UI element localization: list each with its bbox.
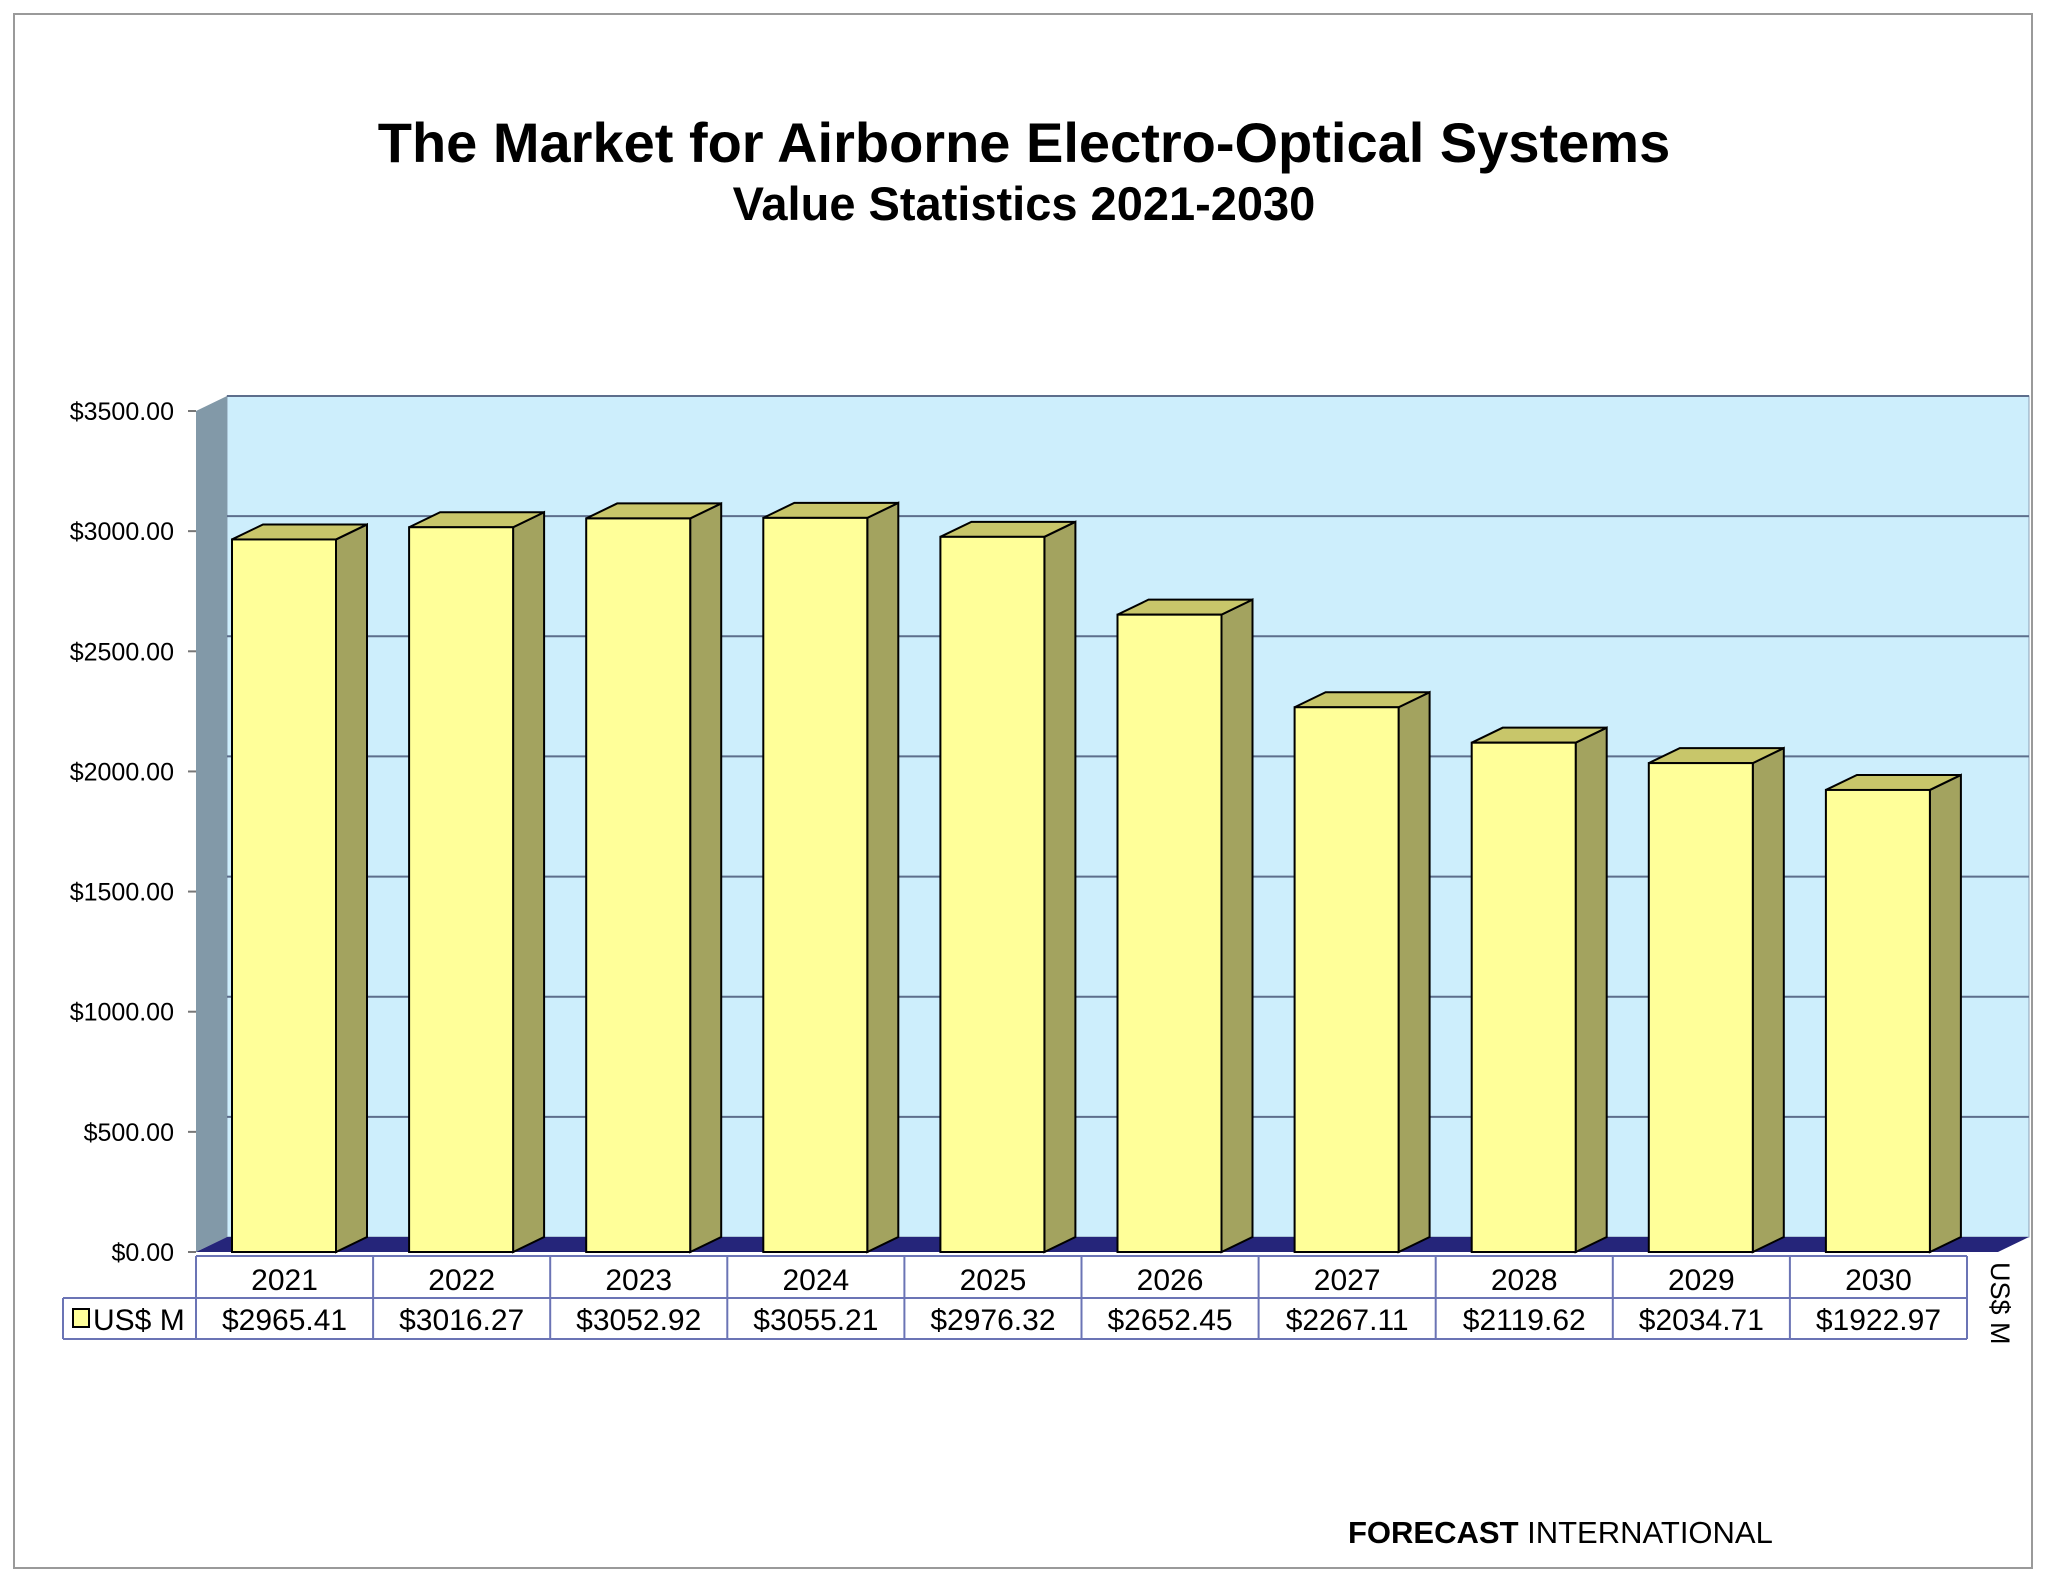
data-label: $2965.41 <box>222 1304 347 1337</box>
bar-2023 <box>585 517 692 1253</box>
x-tick-label: 2021 <box>251 1264 318 1297</box>
y-tick-label: $0.00 <box>111 1239 174 1267</box>
chart-subtitle: Value Statistics 2021-2030 <box>732 177 1316 230</box>
y-tick-label: $3000.00 <box>70 518 174 546</box>
bar-2030 <box>1824 788 1931 1254</box>
x-tick-label: 2025 <box>960 1264 1027 1297</box>
brand-bold: FORECAST <box>1348 1515 1519 1550</box>
data-label: $2976.32 <box>930 1304 1055 1337</box>
bar-side <box>689 501 723 1254</box>
bar-side <box>1220 598 1254 1254</box>
y-tick-label: $1500.00 <box>70 879 174 907</box>
data-label: $2267.11 <box>1286 1304 1409 1337</box>
data-label: $3016.27 <box>399 1304 524 1337</box>
y-tick-label: $2500.00 <box>70 638 174 666</box>
x-tick-label: 2028 <box>1491 1264 1558 1297</box>
bar-side <box>1928 773 1962 1254</box>
y-tick-label: $2000.00 <box>70 758 174 786</box>
bar-2025 <box>939 535 1046 1253</box>
y-tick-label: $3500.00 <box>70 398 174 426</box>
legend-swatch <box>72 1308 90 1328</box>
y-axis-label: US$ M <box>1985 1262 2015 1345</box>
plot-side-wall <box>196 396 227 1252</box>
x-tick-label: 2024 <box>782 1264 849 1297</box>
bar-2028 <box>1470 741 1577 1253</box>
bar-2027 <box>1293 706 1400 1253</box>
bar-side <box>335 522 368 1254</box>
bar-side <box>1574 726 1608 1254</box>
data-label: $3052.92 <box>576 1304 701 1337</box>
bar-side <box>866 501 900 1254</box>
bar-2022 <box>408 526 515 1253</box>
x-tick-label: 2023 <box>605 1264 672 1297</box>
bar-side <box>1397 690 1431 1254</box>
x-tick-label: 2027 <box>1314 1264 1381 1297</box>
data-label: $1922.97 <box>1816 1304 1941 1337</box>
bar-2024 <box>762 516 869 1253</box>
bar-2029 <box>1647 762 1754 1253</box>
x-tick-label: 2026 <box>1137 1264 1204 1297</box>
bar-2026 <box>1116 613 1223 1253</box>
legend-label: US$ M <box>93 1304 185 1337</box>
brand-rest: INTERNATIONAL <box>1527 1515 1773 1550</box>
x-tick-label: 2029 <box>1668 1264 1735 1297</box>
brand-logo: FORECAST INTERNATIONAL <box>1348 1515 1773 1551</box>
data-label: $2034.71 <box>1639 1304 1764 1337</box>
data-label: $2652.45 <box>1107 1304 1232 1337</box>
data-label: $3055.21 <box>753 1304 878 1337</box>
y-tick-label: $500.00 <box>84 1119 174 1147</box>
x-tick-label: 2030 <box>1845 1264 1912 1297</box>
chart-title: The Market for Airborne Electro-Optical … <box>377 111 1671 174</box>
x-tick-label: 2022 <box>428 1264 495 1297</box>
y-tick-label: $1000.00 <box>70 999 174 1027</box>
bar-2021 <box>231 538 337 1253</box>
chart-frame <box>13 13 2033 1569</box>
bar-side <box>1751 746 1785 1254</box>
bar-side <box>512 510 546 1254</box>
data-label: $2119.62 <box>1463 1304 1586 1337</box>
bar-side <box>1043 520 1077 1254</box>
